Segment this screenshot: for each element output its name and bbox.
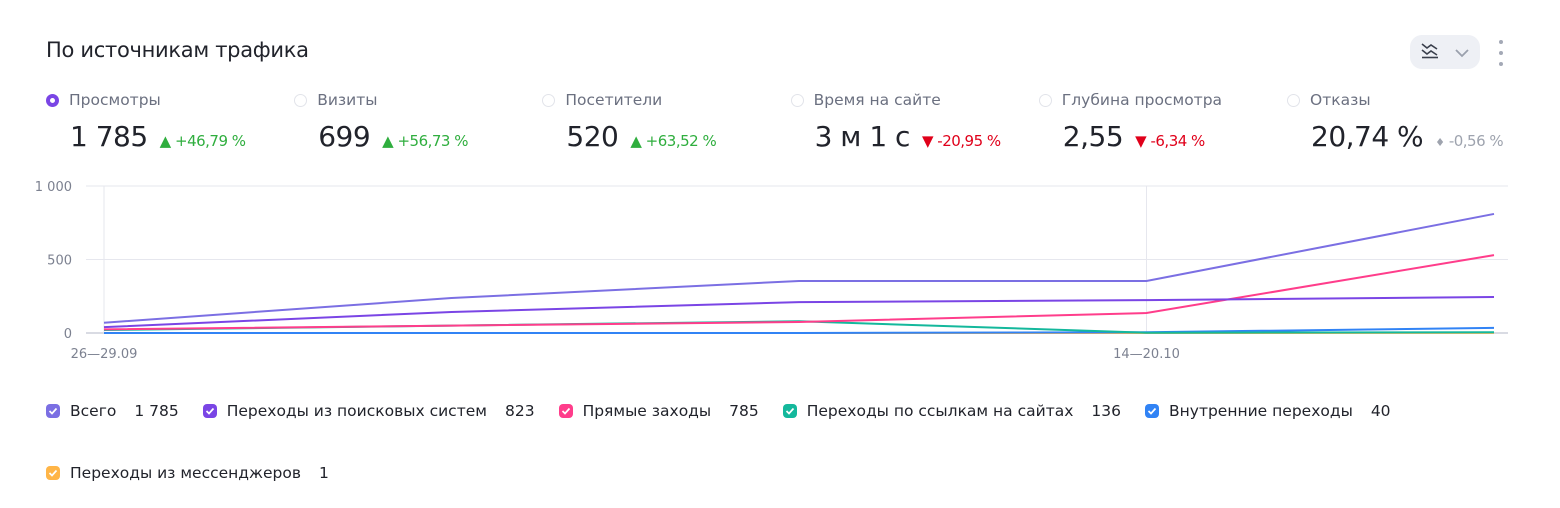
metric-change-value: -20,95 % [937, 132, 1001, 150]
metric-label: Отказы [1310, 91, 1371, 109]
metric-change: ▼ -6,34 % [1135, 132, 1205, 150]
metric-label: Время на сайте [813, 91, 941, 109]
line-chart: 0 500 1 000 26—29.09 14—20.10 [35, 180, 1508, 362]
metric-value: 20,74 % [1311, 120, 1424, 153]
metric-radio[interactable] [294, 93, 308, 107]
legend-item[interactable]: Переходы по ссылкам на сайтах 136 [782, 400, 1121, 422]
legend-label: Переходы из мессенджеров [70, 464, 301, 482]
legend-label: Переходы по ссылкам на сайтах [806, 402, 1074, 420]
legend-label: Внутренние переходы [1169, 402, 1353, 420]
x-tick-label: 14—20.10 [1113, 347, 1180, 362]
metric-value: 699 [318, 120, 371, 153]
legend-item[interactable]: Переходы из поисковых систем 823 [202, 400, 535, 422]
metric-0[interactable]: Просмотры 1 785 ▲ +46,79 % [46, 88, 286, 153]
metric-value: 2,55 [1062, 120, 1124, 153]
metric-change: ▲ +63,52 % [630, 132, 716, 150]
legend-total: 1 [318, 464, 329, 482]
dot-icon [1499, 40, 1503, 44]
triangle-up-icon: ▲ [159, 132, 172, 150]
legend-total: 1 785 [134, 402, 179, 420]
metric-3[interactable]: Время на сайте 3 м 1 с ▼ -20,95 % [790, 88, 1031, 153]
legend-item[interactable]: Переходы из мессенджеров 1 [46, 462, 329, 484]
checkbox-checked-icon[interactable] [46, 466, 60, 480]
x-tick-label: 26—29.09 [71, 347, 138, 362]
metric-change-value: +46,79 % [175, 132, 246, 150]
metric-5[interactable]: Отказы 20,74 % ♦ -0,56 % [1287, 88, 1527, 153]
chevron-down-icon [1454, 43, 1470, 62]
metric-4[interactable]: Глубина просмотра 2,55 ▼ -6,34 % [1038, 88, 1279, 153]
checkbox-checked-icon[interactable] [782, 404, 797, 418]
metric-change: ▲ +46,79 % [160, 132, 246, 150]
series-line [104, 326, 1495, 334]
metric-change-value: -6,34 % [1150, 132, 1205, 150]
legend-item[interactable]: Прямые заходы 785 [558, 400, 759, 422]
metric-change-value: -0,56 % [1448, 132, 1504, 150]
metric-label: Просмотры [69, 91, 161, 109]
metric-radio[interactable] [1038, 93, 1052, 107]
chart-type-dropdown[interactable] [1410, 35, 1480, 69]
metric-change: ▲ +56,73 % [382, 132, 468, 150]
legend-total: 823 [504, 402, 535, 420]
chart-legend: Всего 1 785 Переходы из поисковых систем 82… [46, 400, 1496, 484]
legend-label: Переходы из поисковых систем [226, 402, 487, 420]
more-menu-button[interactable] [1494, 40, 1508, 66]
metric-value: 1 785 [70, 120, 148, 153]
metric-1[interactable]: Визиты 699 ▲ +56,73 % [294, 88, 534, 153]
legend-total: 40 [1370, 402, 1391, 420]
metric-radio[interactable] [1287, 93, 1300, 107]
dot-icon [1499, 62, 1503, 66]
triangle-down-icon: ▼ [921, 132, 934, 150]
checkbox-checked-icon[interactable] [1145, 404, 1159, 418]
series-line [103, 212, 1495, 324]
metric-value: 3 м 1 с [814, 120, 911, 153]
triangle-down-icon: ▼ [1135, 132, 1147, 150]
metric-label: Глубина просмотра [1061, 91, 1223, 109]
checkbox-checked-icon[interactable] [46, 404, 60, 418]
metric-change-value: +63,52 % [645, 132, 717, 150]
y-tick-label: 500 [47, 254, 72, 269]
metric-change-value: +56,73 % [397, 132, 468, 150]
diamond-icon: ♦ [1435, 136, 1445, 149]
metric-label: Посетители [565, 91, 663, 109]
widget-title: По источникам трафика [46, 38, 309, 62]
legend-total: 785 [729, 402, 759, 420]
checkbox-checked-icon[interactable] [202, 404, 217, 418]
metric-label: Визиты [317, 91, 378, 109]
triangle-up-icon: ▲ [382, 132, 394, 150]
checkbox-checked-icon[interactable] [558, 404, 573, 418]
metric-value: 520 [566, 120, 619, 153]
metric-change: ▼ -20,95 % [922, 132, 1001, 150]
metric-radio[interactable] [542, 93, 556, 107]
legend-label: Прямые заходы [582, 402, 712, 420]
dot-icon [1499, 51, 1503, 55]
legend-item[interactable]: Всего 1 785 [46, 400, 179, 422]
metric-radio[interactable] [790, 93, 804, 107]
legend-label: Всего [70, 402, 117, 420]
metric-2[interactable]: Посетители 520 ▲ +63,52 % [542, 88, 782, 153]
series-line [103, 254, 1495, 331]
legend-total: 136 [1091, 402, 1121, 420]
metric-radio[interactable] [46, 93, 59, 107]
line-chart-icon [1420, 41, 1440, 63]
metric-change: ♦ -0,56 % [1435, 132, 1504, 150]
series-line [103, 295, 1495, 329]
y-tick-label: 1 000 [35, 180, 72, 195]
legend-item[interactable]: Внутренние переходы 40 [1145, 400, 1391, 422]
y-tick-label: 0 [64, 327, 72, 342]
triangle-up-icon: ▲ [630, 132, 642, 150]
